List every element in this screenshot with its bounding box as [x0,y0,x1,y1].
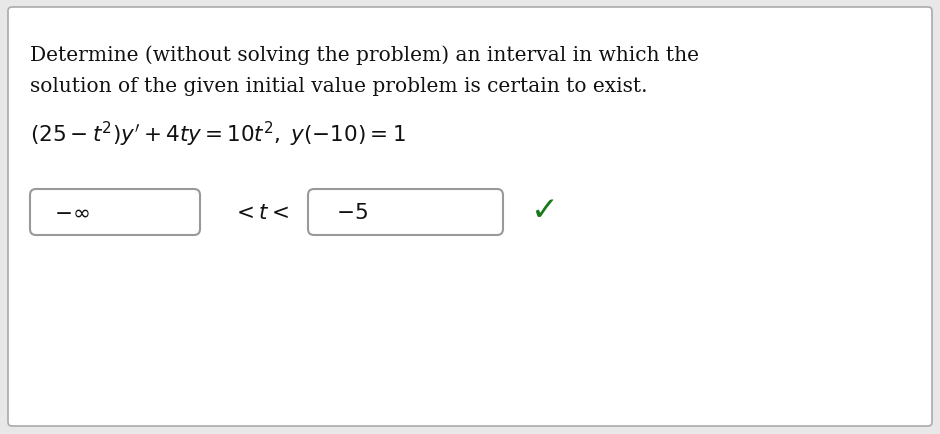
FancyBboxPatch shape [8,8,932,426]
Text: ✓: ✓ [531,194,559,227]
Text: $(25 - t^2)y^{\prime} + 4ty = 10t^2, \; y(-10) = 1$: $(25 - t^2)y^{\prime} + 4ty = 10t^2, \; … [30,120,406,149]
FancyBboxPatch shape [30,190,200,236]
Text: Determine (without solving the problem) an interval in which the: Determine (without solving the problem) … [30,45,699,65]
FancyBboxPatch shape [308,190,503,236]
Text: $-5$: $-5$ [337,201,368,224]
Text: $-\infty$: $-\infty$ [55,201,90,224]
Text: $< t <$: $< t <$ [231,201,289,224]
Text: solution of the given initial value problem is certain to exist.: solution of the given initial value prob… [30,77,648,96]
